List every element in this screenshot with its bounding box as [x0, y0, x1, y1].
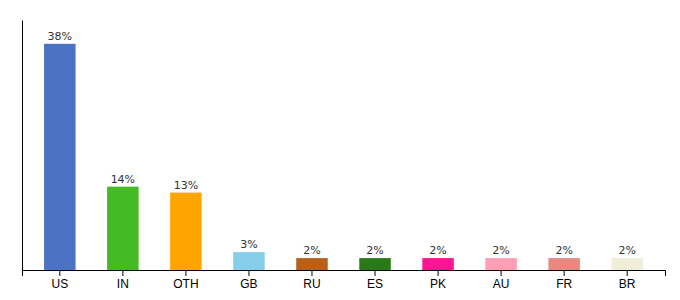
bar	[44, 44, 76, 270]
x-tick-mark	[438, 270, 439, 276]
x-tick: PK	[430, 270, 446, 291]
x-tick: RU	[303, 270, 320, 291]
x-tick: AU	[493, 270, 510, 291]
x-axis: US IN OTH GB RU ES PK AU FR BR	[23, 270, 666, 291]
data-label: 2%	[492, 244, 509, 257]
bar	[548, 258, 580, 270]
x-tick: ES	[367, 270, 383, 291]
x-tick-mark	[375, 270, 376, 276]
x-tick-mark	[185, 270, 186, 276]
data-label: 2%	[618, 244, 635, 257]
bars	[44, 44, 643, 270]
bar	[233, 252, 265, 270]
x-tick-label: IN	[117, 277, 129, 291]
x-tick-label: ES	[367, 277, 383, 291]
x-tick-label: AU	[493, 277, 510, 291]
bar	[422, 258, 454, 270]
x-tick-label: PK	[430, 277, 446, 291]
x-tick-mark	[501, 270, 502, 276]
bar	[107, 187, 139, 270]
plot: US IN OTH GB RU ES PK AU FR BR 38% 14% 13% 3% 2% 2% 2% 2%…	[23, 21, 666, 291]
x-tick-label: US	[51, 277, 68, 291]
data-label: 2%	[555, 244, 572, 257]
bar	[170, 193, 202, 270]
data-label: 13%	[174, 179, 198, 192]
x-tick-mark	[627, 270, 628, 276]
x-tick-label: GB	[240, 277, 257, 291]
y-axis	[22, 21, 23, 271]
bar	[485, 258, 517, 270]
data-label: 2%	[303, 244, 320, 257]
x-tick: OTH	[173, 270, 198, 291]
x-tick: US	[51, 270, 68, 291]
x-tick-mark	[311, 270, 312, 276]
x-tick-mark	[59, 270, 60, 276]
bar	[296, 258, 328, 270]
x-tick-label: OTH	[173, 277, 198, 291]
x-tick-mark	[248, 270, 249, 276]
data-label: 3%	[240, 238, 257, 251]
y-axis-line	[22, 21, 23, 271]
x-tick: IN	[117, 270, 129, 291]
chart: US IN OTH GB RU ES PK AU FR BR 38% 14% 13% 3% 2% 2% 2% 2%…	[0, 0, 680, 300]
x-tick-label: RU	[303, 277, 320, 291]
x-tick-label: FR	[556, 277, 572, 291]
data-label: 14%	[111, 173, 135, 186]
x-tick-mark	[122, 270, 123, 276]
bar	[359, 258, 391, 270]
data-label: 38%	[48, 30, 72, 43]
data-labels: 38% 14% 13% 3% 2% 2% 2% 2% 2% 2%	[48, 30, 636, 257]
x-tick-label: BR	[619, 277, 636, 291]
x-tick-mark	[564, 270, 565, 276]
data-label: 2%	[366, 244, 383, 257]
x-tick: BR	[619, 270, 636, 291]
data-label: 2%	[429, 244, 446, 257]
x-axis-line	[23, 271, 666, 277]
x-tick: GB	[240, 270, 257, 291]
x-tick: FR	[556, 270, 572, 291]
bar	[611, 258, 643, 270]
